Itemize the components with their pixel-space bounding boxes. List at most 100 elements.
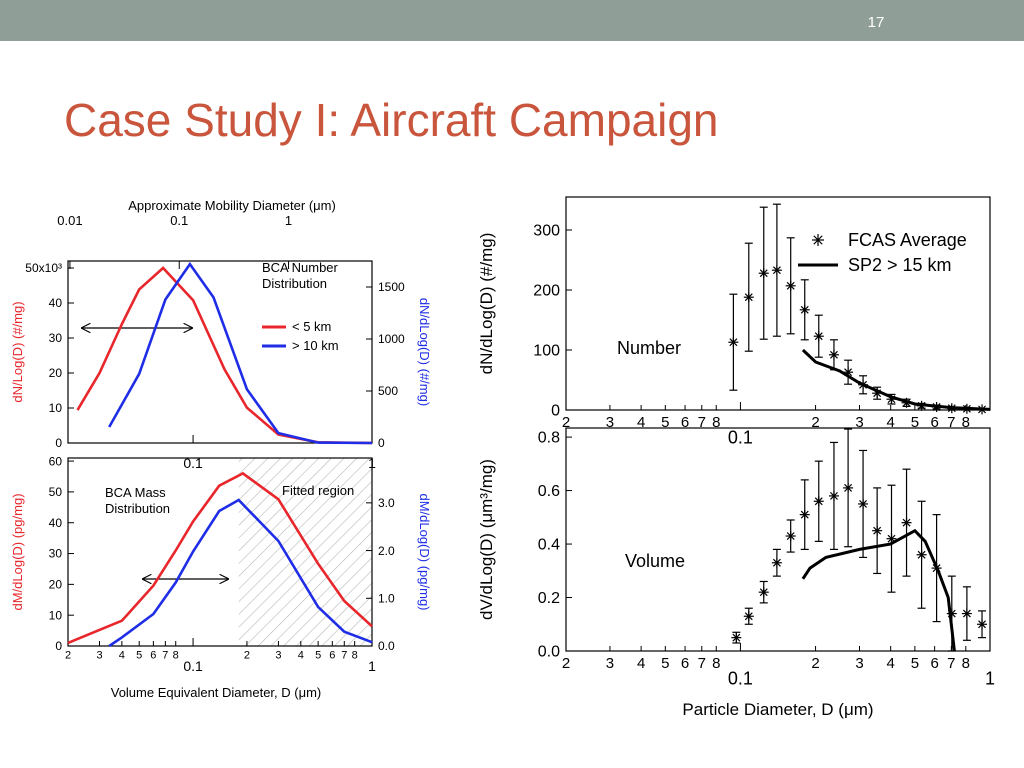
x-tick-label: 7	[947, 414, 955, 431]
series-line	[801, 528, 956, 652]
y-tick-label: 0	[55, 639, 62, 653]
x2-tick-label: 1	[285, 213, 292, 228]
x-tick-label: 4	[887, 655, 895, 672]
annotation: BCA Number	[262, 260, 339, 275]
x-tick-label: 4	[887, 414, 895, 431]
y-tick-label: 200	[533, 283, 560, 300]
x-tick-label: 5	[315, 650, 321, 662]
error-point	[858, 449, 869, 559]
asterisk-stroke	[887, 534, 896, 543]
y-tick-label: 100	[533, 343, 560, 360]
x-axis-label: Particle Diameter, D (μm)	[682, 700, 873, 719]
annotation: Distribution	[262, 276, 327, 291]
asterisk-stroke	[917, 550, 926, 559]
asterisk-stroke	[830, 350, 838, 359]
x-tick-label: 5	[911, 655, 919, 672]
y-tick-label: 60	[49, 454, 63, 468]
asterisk-stroke	[873, 526, 882, 535]
x-tick-label: 2	[65, 650, 71, 662]
x-tick-label: 1	[985, 669, 995, 689]
x-tick-label: 2	[811, 655, 819, 672]
asterisk-stroke	[786, 532, 795, 540]
error-point	[813, 314, 824, 358]
error-point	[743, 607, 754, 625]
x2-tick-label: 0.1	[170, 213, 188, 228]
x-tick-label: 5	[136, 650, 142, 662]
y-tick-label: 0.0	[538, 644, 560, 661]
error-point	[977, 610, 988, 639]
x-tick-label: 0.1	[183, 658, 203, 674]
x-tick-label: 6	[150, 650, 156, 662]
legend-label: FCAS Average	[848, 230, 967, 250]
y2-tick-label: 1.0	[378, 591, 395, 605]
annotation: BCA Mass	[105, 485, 166, 500]
y-axis-label: dM/dLog(D) (pg/mg)	[10, 493, 25, 610]
x-tick-label: 7	[698, 655, 706, 672]
asterisk-stroke	[813, 235, 823, 245]
y-tick-label: 20	[49, 366, 63, 380]
y-axis-label: dN/Log(D) (#/mg)	[10, 301, 25, 402]
y-axis-label: dN/dLog(D) (#/mg)	[477, 233, 496, 375]
x-tick-label: 2	[811, 414, 819, 431]
y2-tick-label: 1000	[378, 332, 405, 346]
asterisk-stroke	[962, 609, 971, 618]
error-point	[771, 203, 782, 337]
x-tick-label: 3	[606, 414, 614, 431]
asterisk-stroke	[844, 483, 853, 492]
x-tick-label: 7	[698, 414, 706, 431]
x-tick-label: 3	[855, 414, 863, 431]
error-point	[799, 279, 810, 341]
y-tick-label: 10	[49, 401, 63, 415]
error-point	[785, 237, 796, 335]
error-point	[843, 428, 854, 548]
error-point	[728, 293, 739, 391]
y-tick-label: 0.6	[538, 483, 560, 500]
y-tick-label: 0	[551, 403, 560, 420]
x-tick-label: 4	[637, 655, 645, 672]
x-tick-label: 0.1	[728, 428, 753, 448]
x-tick-label: 7	[162, 650, 168, 662]
x2-tick-label: 0.01	[57, 213, 82, 228]
error-point	[843, 359, 854, 385]
y-tick-label: 50	[49, 485, 63, 499]
annotation: Distribution	[105, 501, 170, 516]
slide-title: Case Study I: Aircraft Campaign	[64, 94, 719, 146]
asterisk-stroke	[772, 558, 781, 567]
y2-tick-label: 0	[378, 436, 385, 450]
series-line	[76, 266, 373, 445]
asterisk-stroke	[814, 497, 823, 506]
error-point	[828, 339, 839, 371]
asterisk-stroke	[732, 633, 741, 642]
error-point	[758, 580, 769, 604]
error-point	[886, 484, 897, 593]
y-tick-label: 30	[49, 331, 63, 345]
y2-axis-label: dN/dLog(D) (#/mg)	[417, 298, 432, 406]
x-tick-label: 0.1	[728, 669, 753, 689]
x-tick-label: 4	[119, 650, 125, 662]
y-tick-label: 0.2	[538, 590, 560, 607]
legend-label: < 5 km	[292, 319, 331, 334]
asterisk-stroke	[786, 281, 795, 290]
x-tick-label: 4	[298, 650, 304, 662]
y-tick-label: 300	[533, 223, 560, 240]
y-tick-label: 30	[49, 547, 63, 561]
y-tick-label: 0.4	[538, 537, 560, 554]
error-point	[872, 487, 883, 575]
asterisk-stroke	[744, 612, 753, 621]
error-point	[828, 441, 839, 550]
asterisk-stroke	[759, 588, 768, 597]
error-point	[771, 548, 782, 577]
asterisk-stroke	[744, 293, 753, 302]
series-line	[108, 498, 373, 648]
y2-tick-label: 0.0	[378, 639, 395, 653]
asterisk-stroke	[902, 518, 911, 527]
x-tick-label: 6	[930, 414, 938, 431]
y-tick-label: 40	[49, 516, 63, 530]
error-point	[961, 586, 972, 641]
error-point	[743, 242, 754, 352]
y2-tick-label: 1500	[378, 280, 405, 294]
x-tick-label: 8	[712, 414, 720, 431]
x-tick-label: 5	[911, 414, 919, 431]
y-tick-label: 10	[49, 608, 63, 622]
series-line	[67, 471, 373, 645]
